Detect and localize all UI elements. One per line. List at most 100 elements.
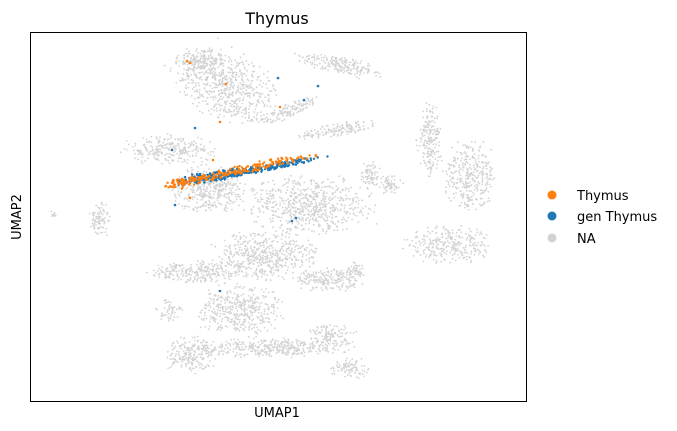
na-point <box>219 185 222 188</box>
na-point <box>274 249 277 252</box>
na-point <box>463 183 465 186</box>
na-point <box>466 162 469 164</box>
na-point <box>249 85 251 87</box>
na-point <box>325 58 328 60</box>
na-point <box>342 274 344 277</box>
na-point <box>306 246 308 249</box>
na-point <box>313 230 316 233</box>
na-point <box>376 171 378 174</box>
na-point <box>390 182 393 185</box>
na-point <box>298 134 300 137</box>
na-point <box>249 315 251 318</box>
na-point <box>160 270 163 273</box>
na-point <box>216 197 219 200</box>
na-point <box>429 160 432 163</box>
na-point <box>472 193 475 196</box>
na-point <box>233 105 236 108</box>
na-point <box>205 204 208 207</box>
na-point <box>205 273 208 276</box>
na-point <box>290 113 292 116</box>
na-point <box>384 191 387 194</box>
na-point <box>337 62 340 64</box>
na-point <box>469 230 472 233</box>
na-point <box>393 175 396 177</box>
na-point <box>371 179 374 182</box>
na-point <box>312 262 314 265</box>
na-point <box>328 185 331 188</box>
na-point <box>468 190 471 192</box>
na-point <box>205 265 208 268</box>
na-point <box>465 186 468 189</box>
na-point <box>263 313 266 315</box>
na-point <box>283 253 286 256</box>
na-point <box>268 90 271 93</box>
na-point <box>233 324 236 327</box>
na-point <box>222 108 225 111</box>
na-point <box>446 245 448 248</box>
na-point <box>317 213 319 216</box>
na-point <box>199 269 202 271</box>
na-point <box>208 47 211 50</box>
na-point <box>106 234 108 237</box>
na-point <box>295 195 297 198</box>
na-point <box>470 171 473 174</box>
na-point <box>196 90 198 92</box>
na-point <box>104 204 107 206</box>
na-point <box>265 189 268 192</box>
na-point <box>289 210 292 213</box>
na-point <box>234 317 237 319</box>
na-point <box>190 185 193 187</box>
na-point <box>432 163 435 166</box>
na-point <box>98 213 101 216</box>
na-point <box>158 276 161 279</box>
na-point <box>448 241 451 244</box>
na-point <box>331 193 334 196</box>
na-point <box>344 128 347 131</box>
na-point <box>333 269 336 272</box>
na-point <box>300 202 303 205</box>
na-point <box>261 261 264 263</box>
na-point <box>424 130 427 133</box>
na-point <box>211 316 214 319</box>
na-point <box>221 92 224 95</box>
chart-title: Thymus <box>244 9 308 28</box>
na-point <box>259 305 261 308</box>
na-point <box>251 314 254 316</box>
na-point <box>439 128 442 130</box>
na-point <box>467 204 469 206</box>
na-point <box>100 212 103 214</box>
na-point <box>263 201 266 204</box>
na-point <box>339 288 341 291</box>
na-point <box>336 229 339 232</box>
na-point <box>415 242 417 245</box>
na-point <box>323 209 326 212</box>
na-point <box>315 195 318 198</box>
na-point <box>466 193 468 196</box>
na-point <box>200 190 203 193</box>
na-point <box>236 309 239 312</box>
na-point <box>206 64 209 66</box>
na-point <box>469 244 472 247</box>
na-point <box>247 301 250 303</box>
na-point <box>201 272 203 275</box>
na-point <box>425 108 428 110</box>
na-point <box>416 247 419 249</box>
na-point <box>461 157 463 160</box>
na-point <box>479 193 482 195</box>
na-point <box>332 206 334 209</box>
na-point <box>151 146 154 149</box>
na-point <box>235 196 238 198</box>
na-point <box>369 171 371 174</box>
na-point <box>238 231 241 234</box>
na-point <box>286 248 289 251</box>
na-point <box>260 115 263 117</box>
na-point <box>425 102 428 104</box>
na-point <box>460 242 463 245</box>
na-point <box>318 210 321 213</box>
na-point <box>196 348 199 351</box>
na-point <box>467 197 470 200</box>
na-point <box>430 131 432 133</box>
na-point <box>305 204 308 207</box>
na-point <box>235 103 238 105</box>
na-point <box>345 220 348 223</box>
